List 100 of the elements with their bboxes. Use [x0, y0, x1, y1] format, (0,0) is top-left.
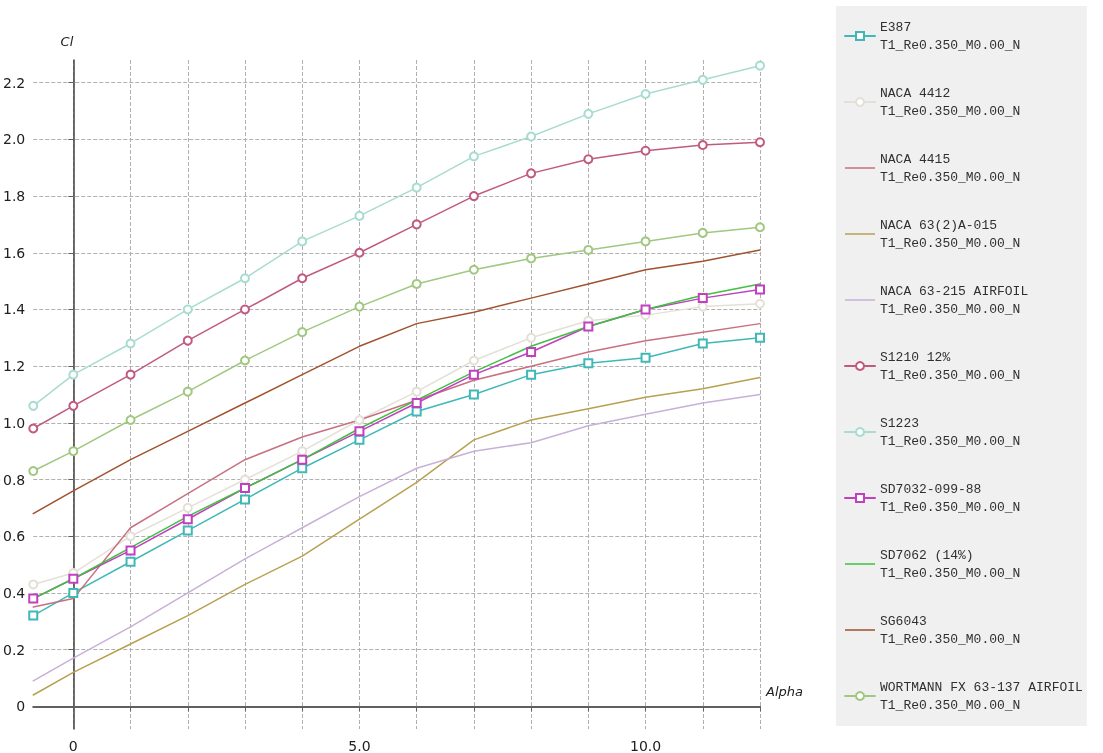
point — [240, 304, 250, 315]
point — [125, 338, 136, 349]
point — [354, 247, 365, 258]
point — [526, 332, 537, 343]
y-tick-label: 1.4 — [3, 301, 26, 318]
point — [411, 278, 422, 289]
point — [583, 321, 594, 332]
y-tick-label: 1.0 — [3, 414, 26, 431]
point — [411, 406, 422, 417]
point — [411, 219, 422, 230]
point — [468, 264, 479, 275]
legend-label: WORTMANN FX 63-137 AIRFOIL T1_Re0.350_M0.00_N — [880, 679, 1083, 713]
point — [755, 137, 765, 148]
point — [697, 74, 708, 85]
y-tick-label: 1.6 — [3, 244, 26, 261]
y-tick-label: 0.8 — [3, 471, 26, 488]
point — [125, 545, 136, 556]
point — [411, 398, 422, 408]
point — [583, 244, 594, 255]
point — [28, 466, 39, 477]
point — [468, 151, 479, 162]
point — [297, 327, 308, 338]
point — [239, 483, 250, 494]
point — [526, 168, 537, 179]
point — [125, 531, 136, 542]
y-axis-title: Cl — [60, 34, 74, 49]
legend-label: NACA 4415 T1_Re0.350_M0.00_N — [880, 151, 1021, 185]
point — [28, 593, 39, 604]
point — [182, 502, 193, 513]
point — [68, 369, 79, 380]
point — [68, 400, 79, 411]
legend-label: NACA 4412 T1_Re0.350_M0.00_N — [880, 85, 1021, 119]
point — [755, 298, 765, 309]
y-tick-label: 2.0 — [3, 131, 26, 148]
y-tick-label: 0.6 — [3, 528, 26, 545]
y-tick-label: 1.8 — [3, 188, 26, 205]
point — [125, 556, 136, 567]
point — [526, 253, 537, 264]
point — [354, 415, 365, 426]
point — [297, 454, 308, 465]
point — [583, 108, 594, 119]
point — [411, 386, 422, 397]
point — [640, 145, 651, 156]
point — [182, 514, 193, 525]
point — [28, 400, 39, 411]
point — [240, 355, 250, 366]
x-tick-label: 0 — [68, 738, 78, 753]
point — [526, 346, 537, 357]
line-series — [32, 249, 761, 515]
y-tick-label: 0 — [16, 698, 26, 715]
point — [182, 386, 193, 397]
point — [28, 610, 39, 621]
point — [125, 369, 136, 380]
point — [28, 579, 39, 590]
legend-label: S1210 12% T1_Re0.350_M0.00_N — [880, 349, 1021, 383]
point — [68, 587, 79, 598]
point — [354, 301, 365, 312]
x-axis-title: Alpha — [765, 684, 803, 700]
point — [354, 210, 365, 221]
point — [697, 140, 708, 151]
point — [640, 89, 651, 100]
legend-label: E387 T1_Re0.350_M0.00_N — [880, 19, 1021, 53]
legend-label: SG6043 T1_Re0.350_M0.00_N — [880, 613, 1021, 647]
point — [239, 494, 250, 505]
point — [125, 415, 136, 426]
point — [468, 369, 479, 380]
point — [297, 273, 308, 284]
point — [411, 182, 422, 193]
legend-label: S1223 T1_Re0.350_M0.00_N — [880, 415, 1021, 449]
point — [354, 434, 365, 445]
y-tick-label: 1.2 — [3, 358, 26, 375]
point — [526, 369, 537, 380]
point — [68, 446, 79, 457]
point — [354, 426, 365, 437]
point — [526, 131, 537, 142]
point — [697, 338, 708, 349]
point — [182, 304, 193, 315]
point — [755, 60, 765, 71]
point — [68, 573, 79, 584]
point — [468, 191, 479, 202]
point — [640, 304, 651, 315]
x-tick-label: 10.0 — [629, 738, 662, 753]
point — [297, 236, 308, 247]
point — [583, 154, 594, 165]
x-tick-label: 5.0 — [348, 738, 371, 753]
point — [755, 332, 765, 343]
y-tick-label: 2.2 — [3, 74, 26, 91]
point — [697, 227, 708, 238]
point — [28, 423, 39, 434]
point — [755, 222, 765, 233]
point — [640, 352, 651, 363]
legend-label: NACA 63(2)A-015 T1_Re0.350_M0.00_N — [880, 217, 1021, 251]
point — [240, 273, 250, 284]
legend-label: SD7032-099-88 T1_Re0.350_M0.00_N — [880, 481, 1021, 515]
legend-label: NACA 63-215 AIRFOIL T1_Re0.350_M0.00_N — [880, 283, 1029, 317]
point — [182, 335, 193, 346]
point — [583, 358, 594, 369]
point — [640, 236, 651, 247]
point — [182, 525, 193, 536]
point — [468, 389, 479, 400]
